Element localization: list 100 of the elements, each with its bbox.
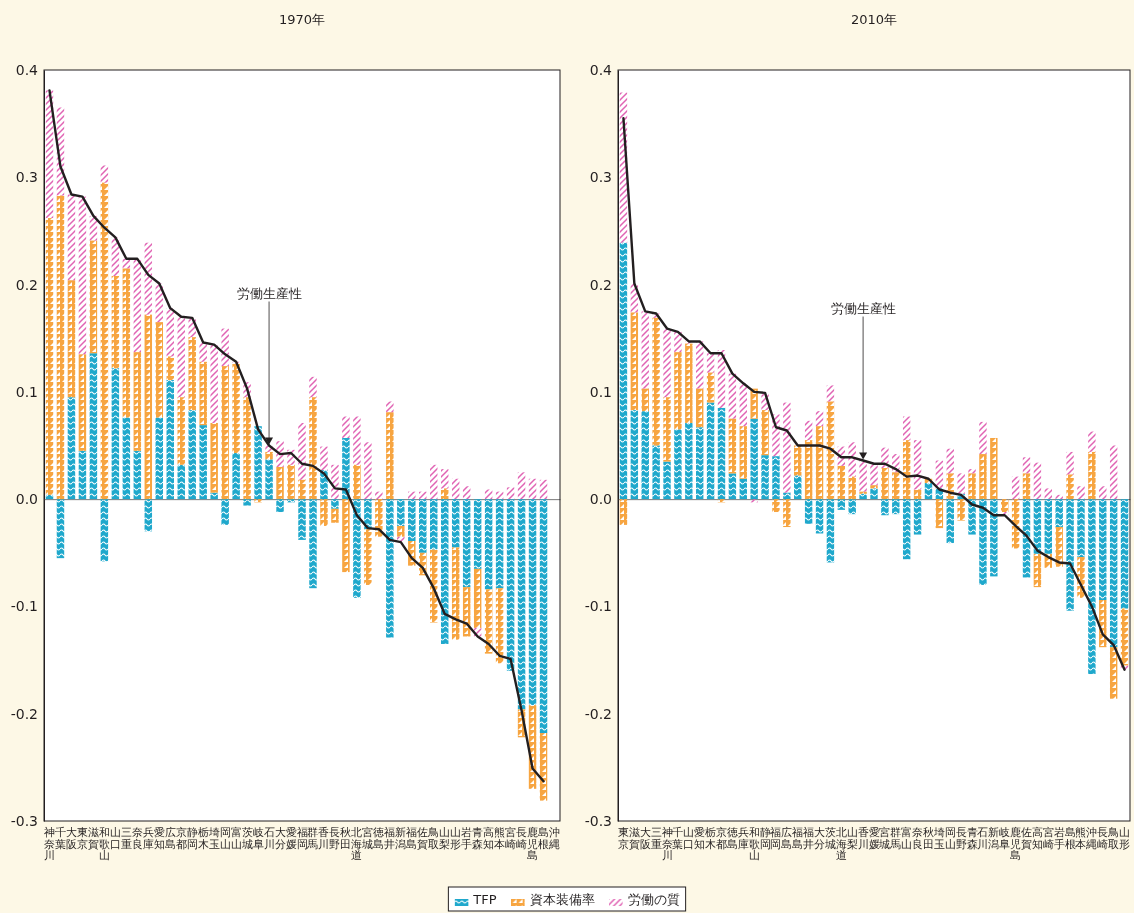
annotation: 労働生産性 [236, 285, 302, 301]
x-tick-label: 奈良 [912, 826, 924, 851]
y-tick-label: 0.2 [589, 276, 612, 293]
y-tick-label: 0.3 [15, 169, 38, 186]
x-tick-label: 滋賀 [628, 826, 640, 851]
x-tick-label: 山口 [683, 826, 695, 851]
y-tick-label: 0.1 [589, 383, 612, 400]
x-tick-label: 神奈川 [661, 826, 673, 863]
x-tick-label: 群馬 [306, 826, 319, 851]
x-tick-label: 岩手 [461, 826, 473, 851]
y-tick-label: -0.3 [584, 812, 612, 829]
y-tick-label: -0.1 [10, 598, 38, 615]
x-tick-label: 栃木 [705, 826, 717, 851]
x-tick-label: 埼玉 [932, 826, 945, 851]
x-tick-label: 香川 [318, 826, 330, 851]
x-tick-label: 島根 [1064, 826, 1076, 851]
x-tick-label: 千葉 [54, 826, 66, 851]
y-tick-label: 0.2 [15, 276, 38, 293]
x-tick-label: 愛媛 [868, 826, 880, 851]
legend-label: TFP [472, 892, 497, 907]
x-tick-label: 高知 [483, 826, 495, 851]
x-tick-label: 佐賀 [1021, 826, 1033, 851]
x-tick-label: 長野 [329, 826, 341, 851]
x-tick-label: 新潟 [988, 826, 1000, 851]
x-tick-label: 岐阜 [999, 826, 1011, 851]
x-tick-label: 長崎 [1097, 826, 1109, 851]
x-tick-label: 山梨 [846, 826, 858, 851]
x-tick-label: 群馬 [889, 826, 902, 851]
x-tick-label: 大分 [274, 826, 286, 851]
x-tick-label: 広島 [781, 826, 793, 851]
x-tick-label: 山梨 [439, 826, 451, 851]
x-tick-label: 熊本 [494, 826, 506, 851]
y-tick-label: -0.1 [584, 598, 612, 615]
x-tick-label: 和歌山 [748, 826, 760, 863]
x-tick-label: 岡山 [219, 826, 231, 851]
x-tick-label: 三重 [650, 826, 662, 851]
x-tick-label: 香川 [857, 826, 869, 851]
chart-title: 2010年 [850, 12, 898, 27]
x-tick-label: 青森 [966, 826, 978, 851]
x-tick-label: 鳥取 [1107, 826, 1120, 851]
chart-title: 1970年 [278, 12, 326, 27]
x-tick-label: 東京 [76, 826, 88, 851]
y-tick-label: 0.4 [15, 61, 39, 78]
y-tick-label: 0.0 [589, 491, 612, 508]
x-tick-label: 福島 [792, 826, 804, 851]
x-tick-label: 奈良 [131, 826, 143, 851]
x-tick-label: 山形 [450, 826, 462, 851]
x-tick-label: 高知 [1031, 826, 1043, 851]
x-tick-label: 石川 [977, 826, 989, 851]
x-tick-label: 鹿児島 [1010, 826, 1022, 863]
x-tick-label: 京都 [715, 826, 727, 851]
x-tick-label: 和歌山 [98, 826, 110, 863]
x-tick-label: 青森 [472, 826, 484, 851]
x-tick-label: 宮崎 [505, 826, 517, 851]
x-tick-label: 愛媛 [285, 826, 297, 851]
x-tick-label: 岩手 [1053, 826, 1065, 851]
x-tick-label: 山形 [1119, 826, 1131, 851]
legend-label: 資本装備率 [529, 892, 595, 907]
x-tick-label: 福岡 [770, 826, 782, 851]
y-tick-label: -0.2 [10, 705, 38, 722]
x-tick-label: 愛知 [153, 826, 165, 851]
x-tick-label: 沖縄 [1085, 826, 1098, 851]
x-tick-label: 兵庫 [142, 826, 154, 851]
x-tick-label: 長崎 [516, 826, 528, 851]
x-tick-label: 佐賀 [417, 826, 429, 851]
x-tick-label: 広島 [164, 826, 176, 851]
y-tick-label: -0.2 [584, 705, 612, 722]
x-tick-label: 沖縄 [548, 826, 561, 851]
x-tick-label: 熊本 [1075, 826, 1087, 851]
x-tick-label: 宮城 [878, 826, 891, 851]
x-tick-label: 福島 [406, 826, 418, 851]
x-tick-label: 三重 [120, 826, 132, 851]
x-tick-label: 北海道 [835, 826, 847, 863]
x-tick-label: 新潟 [395, 826, 407, 851]
x-tick-label: 宮崎 [1042, 826, 1054, 851]
x-tick-label: 京都 [175, 826, 187, 851]
x-tick-label: 北海道 [351, 826, 363, 863]
x-tick-label: 大阪 [65, 826, 77, 851]
y-tick-label: 0.1 [15, 383, 38, 400]
x-tick-label: 徳島 [726, 826, 738, 851]
x-tick-label: 岐阜 [252, 826, 264, 851]
x-tick-label: 宮城 [361, 826, 374, 851]
x-tick-label: 福岡 [296, 826, 308, 851]
legend-label: 労働の質 [627, 892, 680, 907]
y-tick-label: -0.3 [10, 812, 38, 829]
x-tick-label: 埼玉 [207, 826, 220, 851]
x-tick-label: 鳥取 [427, 826, 440, 851]
x-tick-label: 茨城 [823, 826, 836, 851]
annotation: 労働生産性 [830, 300, 896, 316]
y-tick-label: 0.4 [589, 61, 613, 78]
x-tick-label: 福井 [803, 826, 815, 851]
x-tick-label: 富山 [230, 826, 242, 851]
x-tick-label: 静岡 [759, 826, 771, 851]
x-tick-label: 神奈川 [43, 826, 55, 863]
x-tick-label: 滋賀 [87, 826, 99, 851]
x-tick-label: 栃木 [197, 826, 209, 851]
x-tick-label: 大分 [814, 826, 826, 851]
y-tick-label: 0.0 [15, 491, 38, 508]
x-tick-label: 愛知 [694, 826, 706, 851]
x-tick-label: 東京 [617, 826, 629, 851]
